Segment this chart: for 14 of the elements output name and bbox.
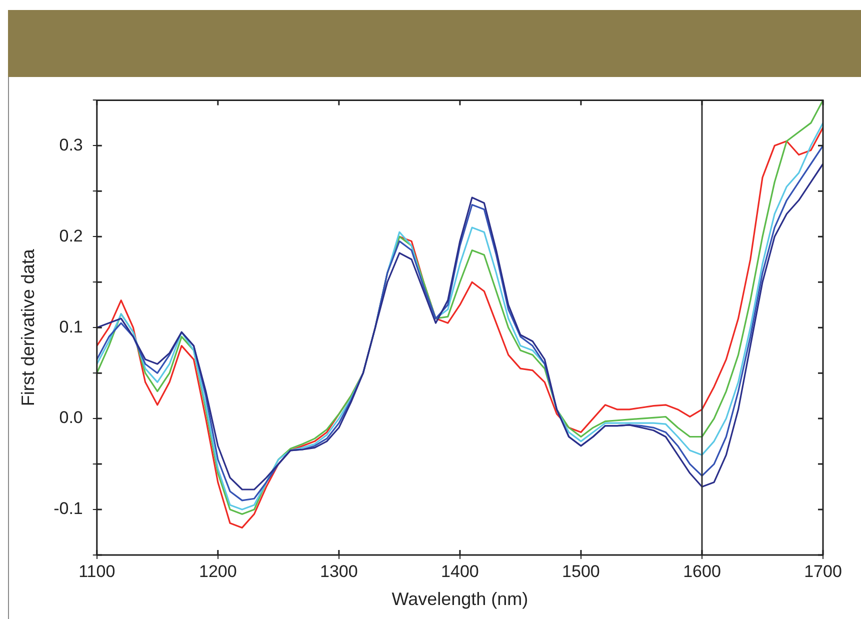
- x-tick-label: 1100: [78, 562, 116, 581]
- y-axis-title: First derivative data: [18, 248, 38, 406]
- y-tick-label: 0.1: [59, 317, 83, 336]
- x-tick-label: 1700: [804, 562, 842, 581]
- x-tick-label: 1500: [562, 562, 600, 581]
- x-tick-label: 1400: [441, 562, 479, 581]
- y-tick-label: 0.0: [59, 408, 83, 428]
- y-tick-label: 0.3: [59, 135, 83, 154]
- y-tick-label: 0.2: [59, 226, 83, 246]
- x-tick-label: 1300: [320, 562, 358, 581]
- y-tick-label: -0.1: [54, 499, 83, 518]
- x-tick-label: 1600: [683, 562, 721, 581]
- x-tick-label: 1200: [198, 562, 237, 581]
- x-axis-title: Wavelength (nm): [392, 589, 528, 610]
